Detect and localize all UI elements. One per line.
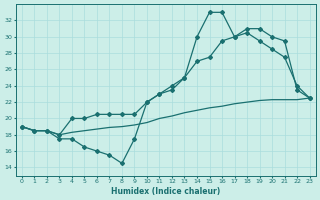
X-axis label: Humidex (Indice chaleur): Humidex (Indice chaleur): [111, 187, 220, 196]
